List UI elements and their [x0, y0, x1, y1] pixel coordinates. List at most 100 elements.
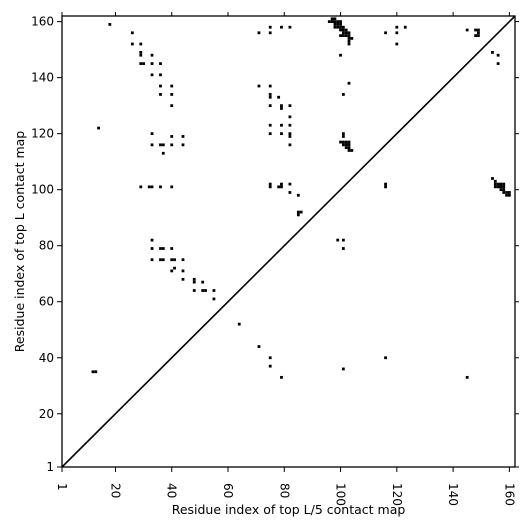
contact-point: [268, 95, 272, 99]
contact-point: [403, 25, 407, 29]
contact-point: [477, 28, 480, 32]
contact-point: [339, 34, 342, 38]
contact-point: [344, 140, 348, 144]
contact-point: [384, 182, 387, 186]
contact-point: [341, 135, 345, 138]
y-tick-label: 80: [39, 239, 54, 253]
contact-point: [493, 182, 497, 186]
contact-point: [159, 247, 162, 250]
contact-point: [108, 23, 112, 26]
contact-point: [395, 42, 399, 46]
contact-point: [505, 191, 508, 194]
contact-point: [280, 182, 283, 186]
contact-point: [268, 31, 272, 35]
contact-point: [496, 53, 500, 57]
contact-point: [347, 149, 351, 152]
y-tick-label: 100: [31, 183, 54, 197]
contact-point: [333, 23, 337, 26]
contact-point: [257, 84, 261, 88]
contact-point: [350, 149, 354, 152]
contact-point: [170, 185, 174, 189]
axis-ticks: 1 20 40 60 80 100 120 140 1601204060801001201401…: [31, 12, 519, 506]
plot-area: [61, 15, 516, 468]
contact-point: [97, 126, 100, 130]
contact-point: [150, 238, 154, 242]
contact-point: [333, 17, 337, 21]
contact-point: [474, 28, 478, 32]
contact-point: [288, 123, 292, 127]
contact-point: [341, 34, 345, 38]
contact-point: [181, 135, 185, 138]
contact-point: [384, 31, 387, 35]
y-tick-label: 1: [46, 460, 54, 474]
contact-point: [330, 20, 334, 23]
contact-point: [339, 53, 342, 57]
contact-point: [257, 345, 261, 348]
contact-point: [347, 34, 351, 38]
contact-point: [181, 277, 185, 281]
contact-point: [277, 95, 281, 99]
contact-point: [280, 375, 283, 379]
contact-point: [170, 258, 174, 262]
contact-point: [502, 185, 506, 189]
contact-point: [147, 185, 151, 189]
contact-point: [341, 238, 345, 242]
contact-point: [170, 93, 174, 96]
contact-point: [477, 31, 480, 35]
contact-point: [341, 31, 345, 35]
contact-point: [341, 367, 345, 371]
contact-point: [336, 23, 340, 26]
contact-point: [499, 188, 503, 192]
y-tick-label: 60: [39, 295, 54, 309]
contact-point: [161, 258, 165, 262]
diagonal-line: [61, 15, 516, 468]
contact-point: [493, 179, 497, 183]
contact-point: [173, 258, 176, 262]
contact-point: [150, 132, 154, 136]
contact-point: [341, 132, 345, 136]
contact-point: [347, 31, 351, 35]
contact-point: [161, 151, 165, 155]
contact-point: [201, 289, 205, 292]
contact-point: [505, 193, 508, 197]
contact-point: [341, 93, 345, 96]
contact-point: [344, 143, 348, 147]
contact-point: [173, 266, 176, 270]
contact-point: [465, 28, 469, 32]
contact-point: [347, 42, 351, 46]
contact-point: [477, 34, 480, 38]
y-tick-label: 140: [31, 71, 54, 85]
contact-point: [502, 188, 506, 192]
contact-point: [288, 104, 292, 108]
contact-point: [159, 93, 162, 96]
contact-point: [142, 62, 145, 66]
y-tick-label: 160: [31, 15, 54, 29]
y-axis-label: Residue index of top L contact map: [12, 131, 27, 352]
contact-point: [150, 53, 154, 57]
contact-point: [384, 185, 387, 189]
contact-point: [139, 51, 143, 54]
contact-point: [201, 280, 205, 284]
contact-point: [277, 185, 281, 189]
contact-point: [139, 62, 143, 66]
contact-point: [330, 17, 334, 21]
contact-point: [181, 258, 185, 262]
contact-point: [395, 25, 399, 29]
contact-point: [130, 31, 134, 35]
contact-point: [344, 28, 348, 32]
x-tick-label: 100: [334, 483, 348, 506]
x-tick-label: 20: [108, 483, 122, 498]
contact-point: [280, 132, 283, 136]
contact-point: [139, 42, 143, 46]
contact-point: [474, 34, 478, 38]
contact-point: [150, 185, 154, 189]
contact-point: [496, 185, 500, 189]
contact-point: [344, 34, 348, 38]
contact-point: [170, 247, 174, 250]
contact-point: [347, 140, 351, 144]
contact-point: [491, 177, 494, 180]
contact-point: [94, 370, 98, 374]
contact-point: [268, 104, 272, 108]
x-tick-label: 160: [502, 483, 516, 506]
